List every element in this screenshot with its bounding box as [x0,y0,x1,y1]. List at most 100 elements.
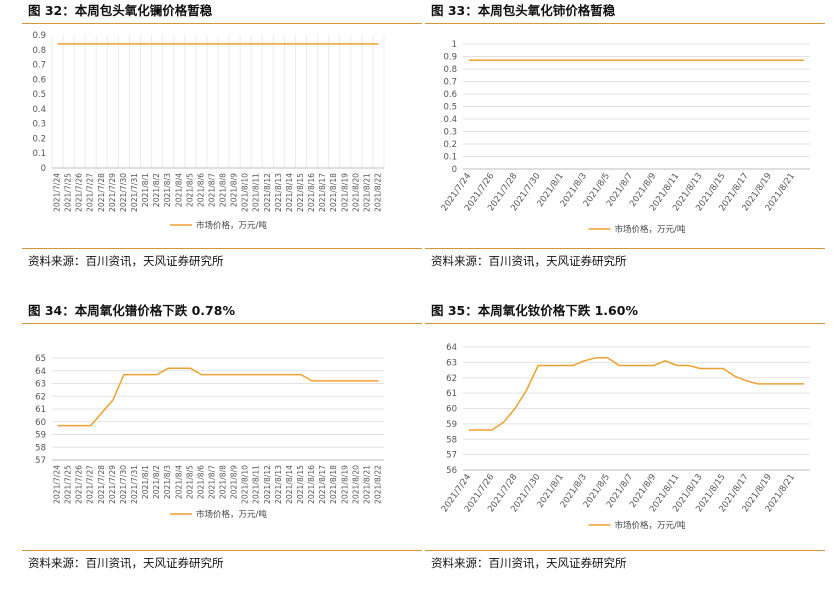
x-tick-label: 2021/8/21 [362,173,371,212]
data-point [630,59,632,61]
data-point [595,357,597,359]
x-tick-label: 2021/8/1 [141,173,150,207]
data-point [244,43,246,45]
x-tick-label: 2021/8/13 [274,173,283,212]
data-point [178,43,180,45]
data-point [468,59,470,61]
data-point [377,380,379,382]
data-point [244,373,246,375]
data-point [233,373,235,375]
x-tick-label: 2021/7/24 [53,173,62,212]
data-point [699,59,701,61]
y-tick-label: 0.9 [32,31,46,41]
data-point [156,373,158,375]
figure-title: 图 35：本周氧化钕价格下跌 1.60% [425,300,825,324]
data-point [653,364,655,366]
y-tick-label: 64 [35,367,46,377]
legend-label: 市场价格，万元/吨 [615,520,686,531]
y-tick-label: 0.2 [32,134,46,144]
y-tick-label: 0.6 [32,75,46,85]
x-tick-label: 2021/7/30 [119,465,128,504]
figure-title: 图 33：本周包头氧化铈价格暂稳 [425,0,825,24]
data-point [583,59,585,61]
y-tick-label: 0.3 [443,128,457,138]
x-tick-label: 2021/8/4 [174,465,183,499]
x-tick-label: 2021/8/21 [362,465,371,504]
x-tick-label: 2021/7/29 [108,173,117,212]
y-tick-label: 58 [446,435,457,445]
x-tick-label: 2021/8/8 [219,465,228,499]
y-tick-label: 0.7 [32,61,46,71]
x-tick-label: 2021/8/19 [340,173,349,212]
y-tick-label: 63 [35,380,46,390]
y-tick-label: 60 [446,405,457,415]
x-tick-label: 2021/8/5 [185,465,194,499]
data-point [722,367,724,369]
x-tick-label: 2021/8/9 [230,173,239,207]
data-point [289,43,291,45]
y-tick-label: 0.2 [443,140,457,150]
data-point [618,364,620,366]
x-tick-label: 2021/8/13 [274,465,283,504]
y-tick-label: 0.7 [443,78,457,88]
data-point [468,429,470,431]
y-tick-label: 59 [446,420,457,430]
x-tick-label: 2021/8/7 [207,465,216,499]
x-tick-label: 2021/7/24 [53,465,62,504]
data-point [491,429,493,431]
data-point [583,360,585,362]
data-point [734,59,736,61]
data-point [56,43,58,45]
data-point [560,364,562,366]
chart-33: 00.10.20.30.40.50.60.70.80.912021/7/2420… [440,40,810,235]
y-tick-label: 65 [35,354,46,364]
data-point [267,43,269,45]
data-point [525,389,527,391]
data-point [676,59,678,61]
x-tick-label: 2021/8/12 [263,465,272,504]
data-point [803,383,805,385]
y-tick-label: 0.5 [443,103,457,113]
x-tick-label: 2021/7/31 [130,173,139,212]
data-point [514,407,516,409]
data-point [780,59,782,61]
data-point [572,59,574,61]
data-point [780,383,782,385]
x-tick-label: 2021/8/2 [152,173,161,207]
figure-32: 图 32：本周包头氧化镧价格暂稳 0 0.1 0.2 0.3 0.4 0.5 0.6 0.7 0… [22,0,422,270]
data-point [366,43,368,45]
data-point [722,59,724,61]
y-tick-label: 0.9 [443,53,457,63]
y-tick-label: 0.1 [32,149,46,159]
x-tick-label: 2021/8/4 [174,173,183,207]
x-tick-label: 2021/8/10 [241,173,250,212]
y-tick-label: 62 [35,392,46,402]
data-point [56,424,58,426]
legend-label: 市场价格，万元/吨 [196,220,267,231]
y-tick-label: 0.8 [443,65,457,75]
data-point [256,373,258,375]
data-point [479,59,481,61]
data-point [211,43,213,45]
series-line [468,357,805,431]
y-tick-label: 57 [446,451,457,461]
figure-source: 资料来源：百川资讯，天风证券研究所 [22,248,422,273]
figure-title: 图 34：本周氧化镨价格下跌 0.78% [22,300,422,324]
data-point [300,43,302,45]
x-tick-label: 2021/7/29 [108,465,117,504]
x-tick-label: 2021/8/15 [296,465,305,504]
x-tick-label: 2021/8/6 [196,465,205,499]
x-tick-label: 2021/8/7 [207,173,216,207]
x-tick-label: 2021/8/9 [230,465,239,499]
data-point [333,380,335,382]
legend-label: 市场价格，万元/吨 [196,509,267,520]
x-tick-label: 2021/8/3 [163,173,172,207]
data-point [676,364,678,366]
data-point [200,43,202,45]
data-point [289,373,291,375]
data-point [525,59,527,61]
x-tick-label: 2021/8/6 [196,173,205,207]
x-tick-label: 2021/8/17 [318,465,327,504]
data-point [572,364,574,366]
data-point [377,43,379,45]
